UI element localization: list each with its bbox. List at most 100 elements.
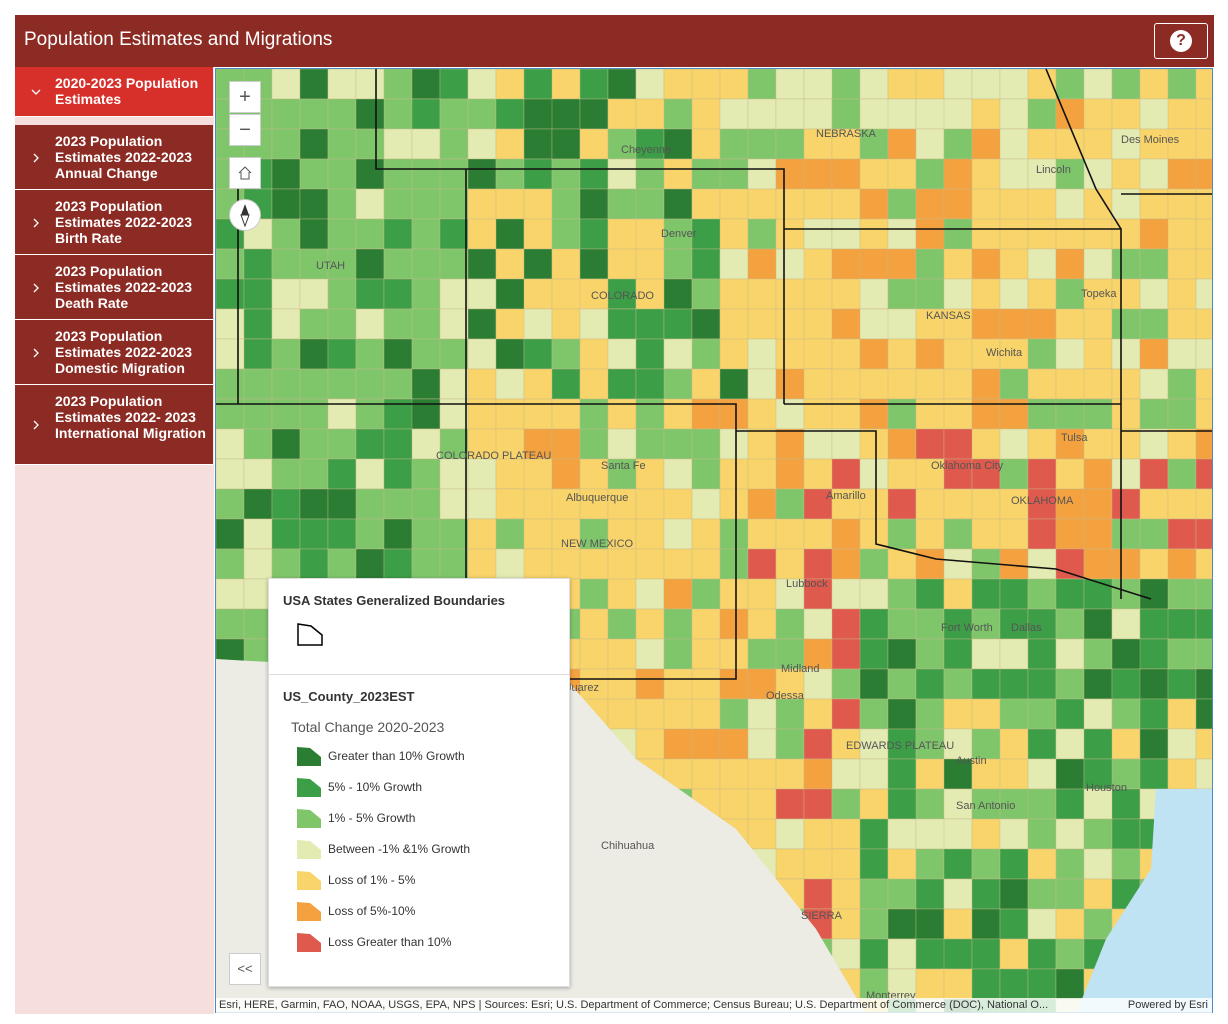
help-icon[interactable]: ? (1170, 30, 1192, 52)
county (1195, 428, 1212, 460)
header: Population Estimates and Migrations ? (15, 15, 1214, 67)
county (887, 608, 917, 640)
county (1167, 428, 1197, 460)
county (831, 788, 861, 820)
county (859, 338, 889, 370)
county (943, 308, 973, 340)
home-icon (238, 166, 252, 180)
county (663, 428, 693, 460)
county (663, 278, 693, 310)
county (355, 188, 385, 220)
county (299, 128, 329, 160)
county (383, 278, 413, 310)
nav-item[interactable]: 2023 Population Estimates 2022-2023 Dome… (15, 320, 213, 385)
home-button[interactable] (229, 157, 261, 189)
legend-field: Total Change 2020-2023 (291, 719, 445, 735)
county (663, 188, 693, 220)
county (411, 188, 441, 220)
county (775, 98, 805, 130)
county (971, 818, 1001, 850)
county (579, 338, 609, 370)
nav-item[interactable]: 2023 Population Estimates 2022-2023 Deat… (15, 255, 213, 320)
swatch-shape (297, 809, 321, 828)
zoom-out[interactable]: − (229, 114, 261, 146)
county (719, 458, 749, 490)
county (747, 69, 777, 100)
nav-label[interactable]: 2020-2023 Population Estimates (55, 75, 199, 107)
nav-label[interactable]: 2023 Population Estimates 2022-2023 Dome… (55, 328, 192, 376)
county (971, 938, 1001, 970)
nav-label[interactable]: 2023 Population Estimates 2022-2023 Birt… (55, 198, 192, 246)
county (1027, 248, 1057, 280)
county (411, 338, 441, 370)
county (383, 248, 413, 280)
county (859, 248, 889, 280)
county (691, 758, 721, 790)
nav-item[interactable]: 2023 Population Estimates 2022-2023 Annu… (15, 125, 213, 190)
county (1055, 548, 1085, 580)
county (1083, 878, 1113, 910)
county (1055, 818, 1085, 850)
nav-label[interactable]: 2023 Population Estimates 2022- 2023 Int… (55, 393, 206, 441)
nav-item[interactable]: 2023 Population Estimates 2022- 2023 Int… (15, 385, 213, 465)
county (607, 69, 637, 100)
county (747, 248, 777, 280)
county (943, 368, 973, 400)
county (355, 338, 385, 370)
county (216, 518, 245, 550)
county (271, 69, 301, 100)
county (971, 488, 1001, 520)
county (551, 518, 581, 550)
county (663, 518, 693, 550)
county (915, 848, 945, 880)
legend-swatch (297, 933, 321, 952)
county (243, 458, 273, 490)
county (663, 728, 693, 760)
zoom-in[interactable]: + (229, 81, 261, 113)
county (271, 128, 301, 160)
county (859, 758, 889, 790)
county (439, 368, 469, 400)
county (887, 278, 917, 310)
county (747, 728, 777, 760)
county (327, 158, 357, 190)
county (719, 608, 749, 640)
county (467, 188, 497, 220)
nav-label[interactable]: 2023 Population Estimates 2022-2023 Annu… (55, 133, 192, 181)
nav-item[interactable]: 2020-2023 Population Estimates (15, 67, 213, 117)
county (747, 788, 777, 820)
county (663, 158, 693, 190)
help-button[interactable]: ? (1154, 23, 1208, 59)
county (1195, 338, 1212, 370)
compass[interactable] (229, 199, 261, 231)
county (719, 638, 749, 670)
legend-label: Loss of 5%-10% (328, 904, 416, 918)
county (859, 728, 889, 760)
county (1195, 458, 1212, 490)
county (887, 428, 917, 460)
county (775, 308, 805, 340)
county (1139, 248, 1169, 280)
county (1027, 728, 1057, 760)
county (859, 278, 889, 310)
county (971, 788, 1001, 820)
county (1055, 908, 1085, 940)
county (607, 488, 637, 520)
county (1055, 128, 1085, 160)
county (691, 248, 721, 280)
nav-item[interactable]: 2023 Population Estimates 2022-2023 Birt… (15, 190, 213, 255)
county (803, 368, 833, 400)
nav-label[interactable]: 2023 Population Estimates 2022-2023 Deat… (55, 263, 192, 311)
county (775, 188, 805, 220)
legend-label: 5% - 10% Growth (328, 780, 423, 794)
county (915, 488, 945, 520)
place-label: Oklahoma City (931, 460, 1004, 472)
county (1111, 518, 1141, 550)
county (859, 518, 889, 550)
county (495, 69, 525, 100)
county (411, 518, 441, 550)
collapse-button[interactable]: << (229, 953, 261, 985)
county (1027, 818, 1057, 850)
county (691, 698, 721, 730)
county (216, 278, 245, 310)
